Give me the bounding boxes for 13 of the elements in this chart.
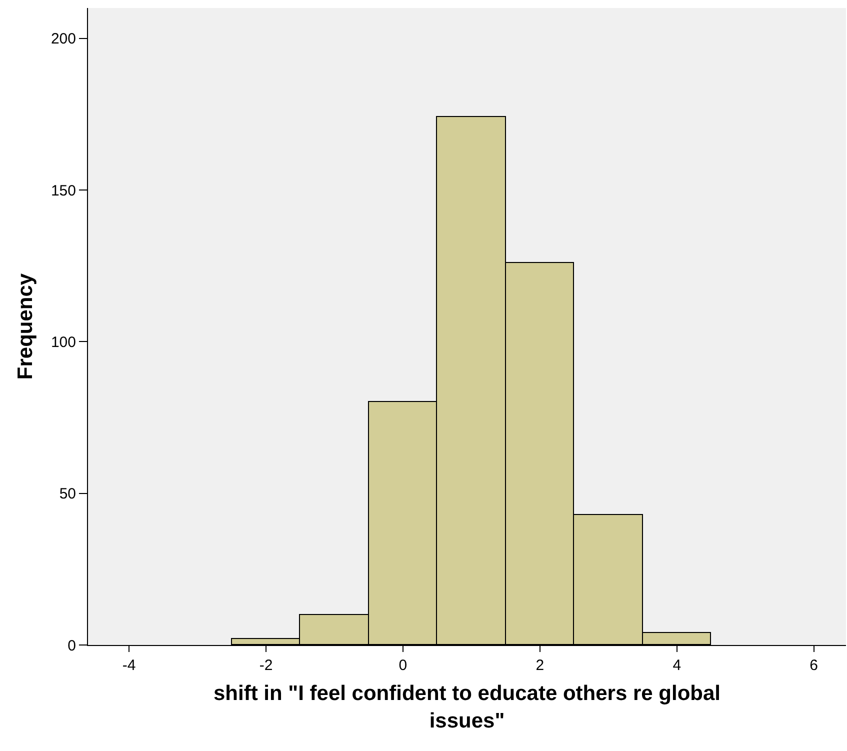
x-axis-title: shift in "I feel confident to educate others re global issues": [213, 682, 721, 732]
y-tick-label: 200: [50, 30, 76, 48]
y-tick-label: 50: [59, 486, 76, 503]
y-tick-label: 0: [68, 637, 76, 654]
x-tick-label: 2: [536, 657, 544, 674]
x-tick-label: -4: [122, 657, 136, 674]
x-tick-label: 6: [810, 657, 818, 674]
x-tick-label: -2: [259, 657, 273, 674]
y-axis-title: Frequency: [14, 273, 38, 380]
y-tick-label: 100: [50, 334, 76, 351]
x-tick-label: 0: [398, 657, 408, 674]
x-tick-label: 4: [672, 657, 682, 674]
y-tick-label: 150: [50, 182, 76, 200]
